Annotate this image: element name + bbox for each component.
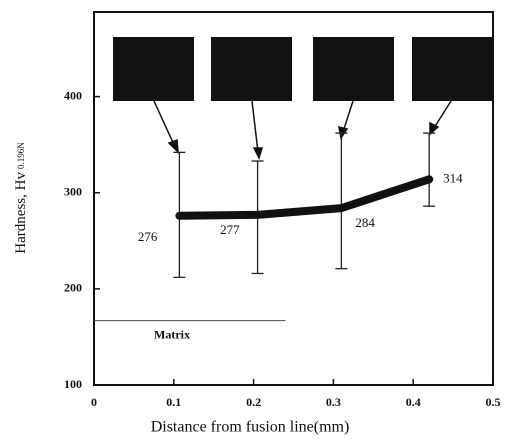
micrographs bbox=[113, 37, 493, 101]
micrograph bbox=[313, 37, 394, 101]
x-tick-label: 0 bbox=[91, 395, 97, 409]
chart: Distance from fusion line(mm) Hardness, … bbox=[0, 0, 515, 441]
data-label: 314 bbox=[443, 170, 463, 185]
y-tick-label: 400 bbox=[64, 88, 82, 102]
data-label: 276 bbox=[138, 229, 158, 244]
arrow bbox=[343, 101, 353, 132]
x-tick-label: 0.4 bbox=[406, 395, 421, 409]
arrow-head bbox=[169, 140, 178, 152]
arrow bbox=[252, 101, 258, 152]
y-axis-label: Hardness, Hv 0.196N bbox=[13, 142, 29, 254]
y-tick-label: 100 bbox=[64, 377, 82, 391]
y-axis-label-main: Hardness, Hv bbox=[13, 172, 29, 254]
arrow-head bbox=[254, 148, 262, 158]
arrow bbox=[154, 101, 175, 147]
x-tick-label: 0.2 bbox=[246, 395, 261, 409]
data-label: 284 bbox=[355, 215, 375, 230]
data-label: 277 bbox=[220, 222, 240, 237]
y-tick-label: 300 bbox=[64, 184, 82, 198]
arrow bbox=[434, 101, 451, 128]
matrix-label: Matrix bbox=[154, 327, 190, 341]
x-tick-label: 0.5 bbox=[486, 395, 501, 409]
x-tick-label: 0.1 bbox=[166, 395, 181, 409]
arrows bbox=[154, 101, 451, 158]
x-tick-label: 0.3 bbox=[326, 395, 341, 409]
line bbox=[179, 179, 429, 216]
x-axis-label: Distance from fusion line(mm) bbox=[151, 419, 350, 436]
y-axis-label-sub: 0.196N bbox=[16, 142, 26, 169]
micrograph bbox=[113, 37, 194, 101]
micrograph bbox=[211, 37, 292, 101]
y-tick-label: 200 bbox=[64, 281, 82, 295]
micrograph bbox=[412, 37, 493, 101]
